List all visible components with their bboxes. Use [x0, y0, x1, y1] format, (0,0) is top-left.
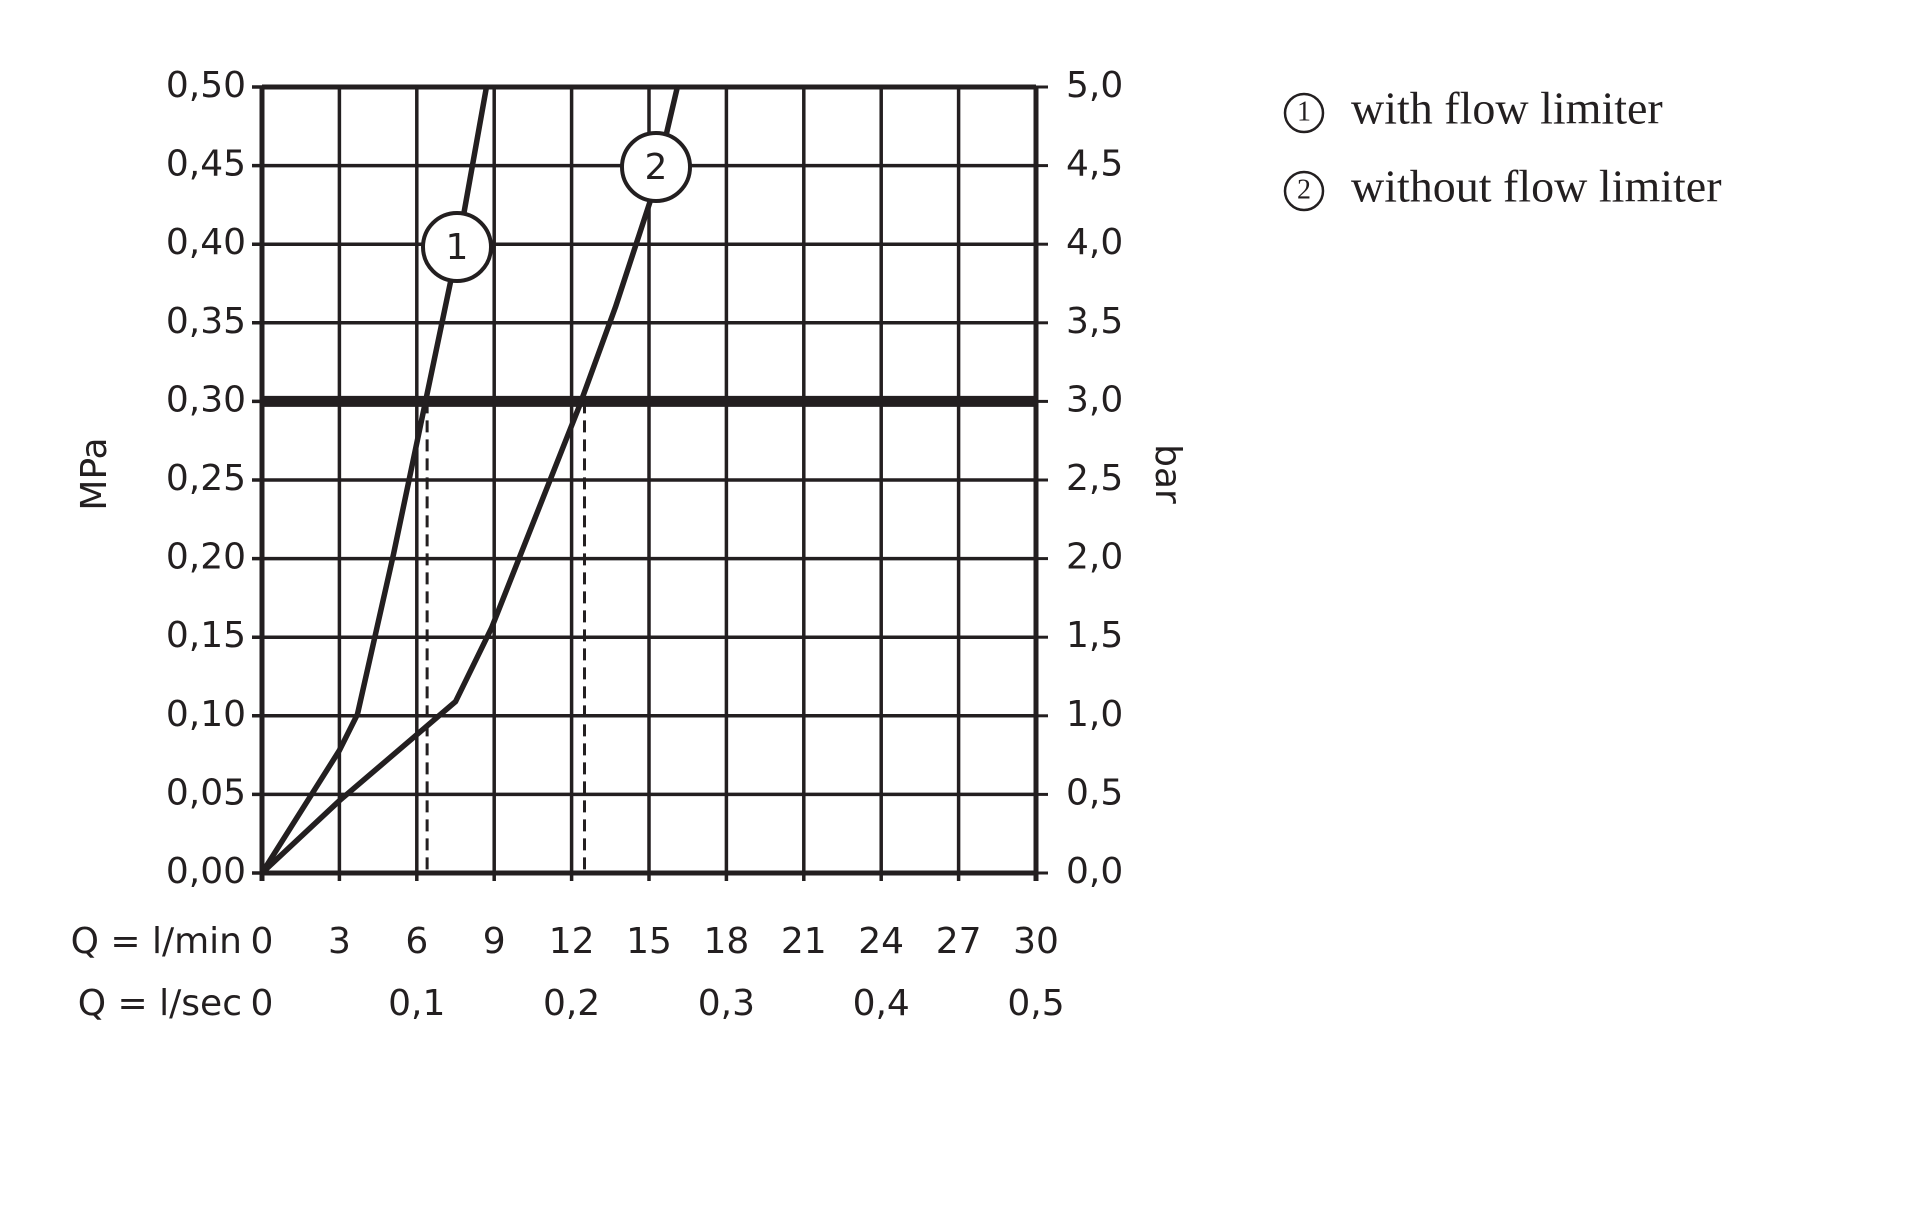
y2-tick-label: 0,5 [1066, 772, 1123, 813]
series-tag: 1 [446, 227, 469, 268]
y2-tick-label: 3,5 [1066, 301, 1123, 342]
series-line [260, 86, 681, 876]
y-tick-label: 0,40 [166, 222, 246, 263]
y-tick-label: 0,50 [166, 65, 246, 106]
y2-tick-label: 4,0 [1066, 222, 1123, 263]
y2-tick-label: 4,5 [1066, 144, 1123, 185]
y-tick-label: 0,45 [166, 144, 246, 185]
legend-marker: 2 [1297, 174, 1311, 205]
y2-tick-label: 2,5 [1066, 458, 1123, 499]
legend-label: without flow limiter [1351, 161, 1722, 212]
x2-tick-label: 0 [251, 983, 274, 1024]
y-tick-label: 0,25 [166, 458, 246, 499]
x-tick-label: 24 [858, 921, 904, 962]
x-tick-label: 15 [626, 921, 672, 962]
x2-tick-label: 0,2 [543, 983, 600, 1024]
y-tick-label: 0,35 [166, 301, 246, 342]
series-tag: 2 [645, 147, 668, 188]
y2-tick-label: 1,5 [1066, 615, 1123, 656]
x-tick-label: 18 [703, 921, 749, 962]
x2-tick-label: 0,3 [698, 983, 755, 1024]
x2-tick-label: 0,4 [853, 983, 910, 1024]
y-tick-label: 0,05 [166, 772, 246, 813]
x2-tick-label: 0,5 [1007, 983, 1064, 1024]
x-tick-label: 30 [1013, 921, 1059, 962]
y-tick-label: 0,20 [166, 537, 246, 578]
x-tick-label: 27 [936, 921, 982, 962]
legend-marker-circle [1283, 170, 1325, 212]
y2-tick-label: 5,0 [1066, 65, 1123, 106]
legend-label: with flow limiter [1351, 83, 1663, 134]
y2-tick-label: 3,0 [1066, 379, 1123, 420]
x-axis-label: Q = l/min [71, 921, 242, 962]
y2-axis-label: bar [1147, 444, 1188, 504]
x-tick-label: 0 [251, 921, 274, 962]
y-axis-label: MPa [74, 437, 115, 510]
x2-tick-label: 0,1 [388, 983, 445, 1024]
legend-marker-circle [1283, 92, 1325, 134]
x-tick-label: 6 [405, 921, 428, 962]
y-tick-label: 0,00 [166, 851, 246, 892]
x-tick-label: 3 [328, 921, 351, 962]
x-tick-label: 21 [781, 921, 827, 962]
y2-tick-label: 2,0 [1066, 537, 1123, 578]
x-tick-label: 9 [483, 921, 506, 962]
x-tick-label: 12 [549, 921, 595, 962]
series-tag-circle [421, 211, 493, 283]
y2-tick-label: 1,0 [1066, 694, 1123, 735]
legend-marker: 1 [1297, 96, 1311, 127]
x2-axis-label: Q = l/sec [78, 983, 242, 1024]
series-tag-circle [620, 131, 692, 203]
y2-tick-label: 0,0 [1066, 851, 1123, 892]
y-tick-label: 0,15 [166, 615, 246, 656]
y-tick-label: 0,10 [166, 694, 246, 735]
y-tick-label: 0,30 [166, 379, 246, 420]
